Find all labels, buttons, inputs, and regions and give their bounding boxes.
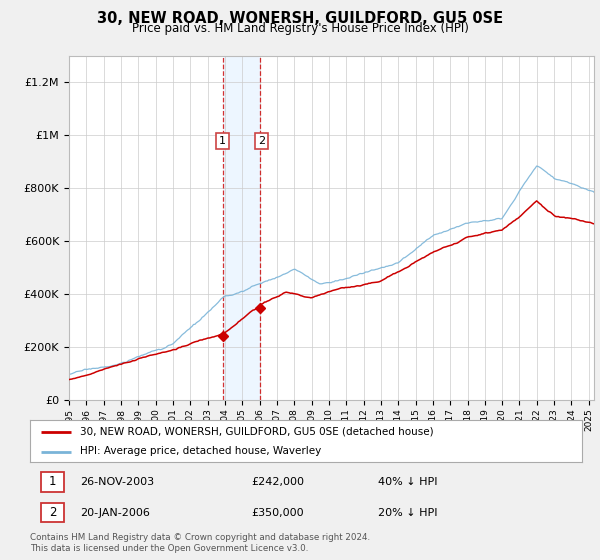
- Text: HPI: Average price, detached house, Waverley: HPI: Average price, detached house, Wave…: [80, 446, 321, 456]
- Text: 40% ↓ HPI: 40% ↓ HPI: [378, 477, 437, 487]
- Text: 30, NEW ROAD, WONERSH, GUILDFORD, GU5 0SE: 30, NEW ROAD, WONERSH, GUILDFORD, GU5 0S…: [97, 11, 503, 26]
- Text: 20% ↓ HPI: 20% ↓ HPI: [378, 507, 437, 517]
- Text: 26-NOV-2003: 26-NOV-2003: [80, 477, 154, 487]
- Text: £242,000: £242,000: [251, 477, 304, 487]
- Text: Contains HM Land Registry data © Crown copyright and database right 2024.
This d: Contains HM Land Registry data © Crown c…: [30, 533, 370, 553]
- Text: 1: 1: [219, 136, 226, 146]
- Text: £350,000: £350,000: [251, 507, 304, 517]
- Text: 1: 1: [49, 475, 56, 488]
- FancyBboxPatch shape: [41, 503, 64, 522]
- Text: 2: 2: [258, 136, 265, 146]
- Text: 2: 2: [49, 506, 56, 519]
- FancyBboxPatch shape: [41, 472, 64, 492]
- Text: 30, NEW ROAD, WONERSH, GUILDFORD, GU5 0SE (detached house): 30, NEW ROAD, WONERSH, GUILDFORD, GU5 0S…: [80, 427, 433, 437]
- Text: 20-JAN-2006: 20-JAN-2006: [80, 507, 149, 517]
- Text: Price paid vs. HM Land Registry's House Price Index (HPI): Price paid vs. HM Land Registry's House …: [131, 22, 469, 35]
- Bar: [223, 56, 260, 400]
